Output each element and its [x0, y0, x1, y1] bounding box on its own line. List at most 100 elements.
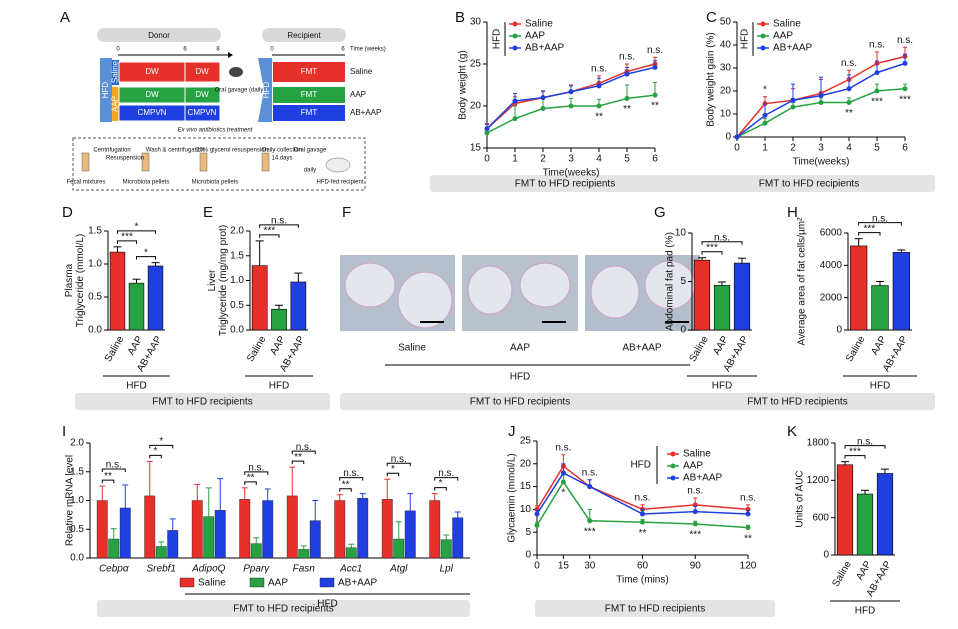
- bar: [167, 530, 179, 559]
- bar: [850, 245, 868, 331]
- point: [587, 518, 593, 524]
- y-tick-label: 25: [520, 436, 532, 447]
- annotation: **: [744, 533, 752, 544]
- legend-label: AAP: [268, 578, 288, 589]
- y-tick-label: 0.5: [230, 300, 244, 311]
- label: Saline: [350, 67, 373, 76]
- annotation: n.s.: [897, 35, 913, 46]
- significance: n.s.: [857, 436, 873, 447]
- annotation: n.s.: [687, 486, 703, 497]
- label: 6: [341, 47, 345, 53]
- cell: [467, 265, 513, 315]
- bracket: [844, 455, 866, 459]
- bar: [191, 500, 203, 559]
- y-tick-label: 15: [520, 481, 532, 492]
- point: [512, 98, 518, 104]
- banner: [97, 600, 470, 617]
- legend-label: Saline: [198, 578, 226, 589]
- point: [874, 88, 880, 94]
- cell: [590, 265, 640, 319]
- point: [745, 511, 751, 517]
- bracket: [117, 240, 137, 244]
- y-tick-label: 0: [725, 132, 731, 143]
- y-tick-label: 1800: [807, 438, 830, 449]
- x-tick-label: 0: [534, 561, 540, 572]
- x-tick-label: 5: [874, 143, 880, 154]
- annotation: n.s.: [869, 40, 885, 51]
- annotation: n.s.: [555, 442, 571, 453]
- bracket: [136, 256, 156, 260]
- bar: [733, 262, 751, 331]
- point: [734, 134, 740, 140]
- significance: ***: [706, 242, 718, 253]
- bar: [251, 265, 268, 331]
- point: [902, 60, 908, 66]
- label: Daily collection: [262, 148, 302, 154]
- y-tick-label: 0: [823, 550, 829, 561]
- label: 0: [270, 47, 274, 53]
- label: FMT: [301, 67, 318, 76]
- label: Microbiota pellets: [123, 180, 170, 186]
- group-label: HFD: [317, 599, 338, 610]
- group-label: HFD: [855, 606, 876, 617]
- y-tick-label: 10: [675, 228, 687, 239]
- bar: [871, 285, 889, 331]
- y-axis-label: Plasma: [64, 263, 75, 297]
- point: [624, 71, 630, 77]
- y-tick-label: 20: [720, 86, 732, 97]
- y-tick-label: 5: [525, 527, 531, 538]
- label: Wash & centrifugation: [146, 148, 204, 154]
- bar: [429, 500, 441, 559]
- y-tick-label: 30: [720, 63, 732, 74]
- legend-label: AB+AAP: [338, 578, 378, 589]
- annotation: **: [651, 101, 659, 112]
- annotation: n.s.: [619, 52, 635, 63]
- bar: [440, 539, 452, 559]
- panel-letter: B: [455, 9, 465, 26]
- legend-label: AAP: [683, 461, 703, 472]
- x-tick-label: 15: [558, 561, 570, 572]
- point: [692, 521, 698, 527]
- legend-marker: [512, 45, 518, 51]
- cell: [344, 262, 396, 308]
- x-tick-label: Srebf1: [147, 564, 176, 575]
- label: 8: [216, 47, 220, 53]
- panel-letter: H: [787, 204, 798, 221]
- image-label: AAP: [510, 343, 530, 354]
- bracket: [339, 488, 352, 492]
- point: [560, 470, 566, 476]
- point: [596, 103, 602, 109]
- legend-label: AB+AAP: [525, 43, 565, 54]
- banner-text: FMT to HFD recipients: [152, 397, 252, 408]
- x-tick-label: 5: [624, 154, 630, 165]
- x-tick-label: Saline: [844, 334, 868, 364]
- legend-swatch: [179, 577, 195, 588]
- group-label: HFD: [510, 372, 531, 383]
- bracket: [386, 462, 411, 467]
- label: DW: [195, 90, 209, 99]
- bar: [147, 265, 164, 331]
- y-axis-label: Body weight (g): [458, 50, 469, 119]
- x-tick-label: 90: [690, 561, 702, 572]
- bar: [144, 495, 156, 559]
- cell: [519, 262, 571, 308]
- y-tick-label: 0.0: [70, 553, 84, 564]
- y-axis-label: Body weight gain (%): [706, 32, 717, 127]
- significance: n.s.: [106, 460, 122, 471]
- point: [902, 86, 908, 92]
- label: Microbiota pellets: [192, 180, 239, 186]
- panel-letter: C: [706, 9, 717, 26]
- point: [540, 95, 546, 101]
- bracket: [858, 232, 881, 236]
- point: [596, 83, 602, 89]
- label: Resuspension: [106, 156, 144, 162]
- bar: [128, 282, 145, 331]
- y-tick-label: 50: [720, 17, 732, 28]
- bar: [290, 281, 307, 331]
- bracket: [117, 230, 156, 234]
- label: DW: [195, 67, 209, 76]
- legend-marker: [670, 451, 676, 457]
- label: Centrifugation: [93, 148, 130, 154]
- banner: [340, 393, 700, 410]
- significance: *: [144, 247, 148, 258]
